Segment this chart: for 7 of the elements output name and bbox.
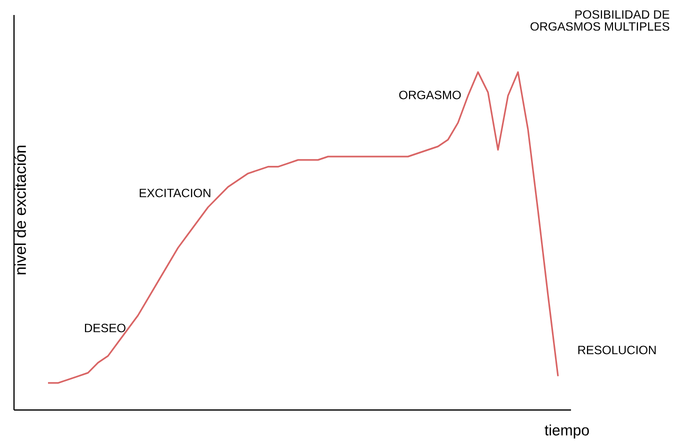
annotation: EXCITACION <box>140 188 210 198</box>
y-axis-title: nivel de excitación <box>14 146 26 274</box>
annotation: ORGASMO <box>399 90 461 100</box>
x-axis-title: tiempo <box>544 424 589 438</box>
text: POSIBILIDAD DE ORGASMOS MULTIPLES <box>530 10 670 31</box>
text: RESOLUCION <box>578 346 656 354</box>
annotation: DESEO <box>84 324 126 332</box>
